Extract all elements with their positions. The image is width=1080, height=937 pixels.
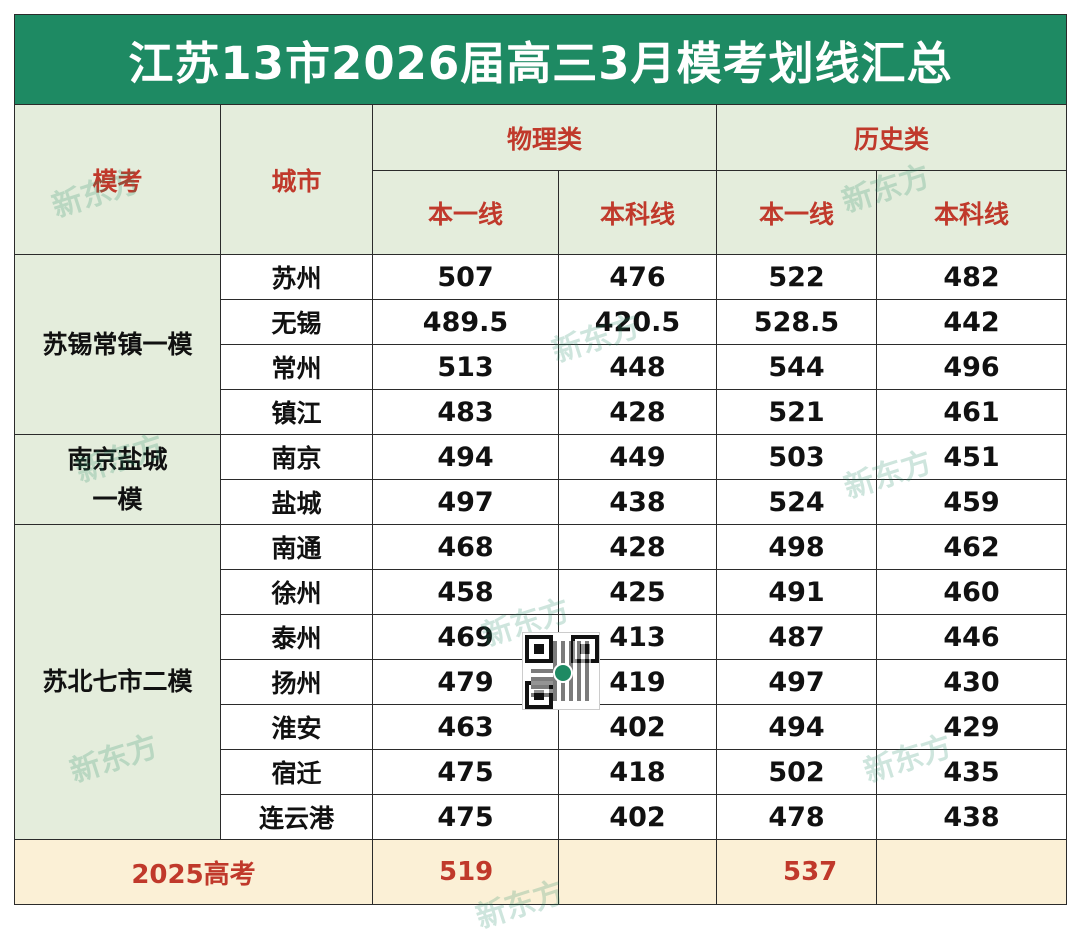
score-cell: 494: [372, 434, 559, 480]
score-cell: 503: [716, 434, 877, 480]
score-cell: 483: [372, 389, 559, 435]
table-row: 宿迁 475 418 502 435: [15, 749, 1067, 795]
page-title: 江苏13市2026届高三3月模考划线汇总: [14, 14, 1067, 105]
table-row: 南京盐城 一模 南京 494 449 503 451: [14, 434, 1067, 525]
score-cell: 487: [716, 614, 877, 660]
score-cell: 425: [558, 569, 717, 615]
table-row: 苏北七市二模 南通 468 428 498 462: [14, 524, 1067, 840]
score-cell: 494: [716, 704, 877, 750]
footer-history-undergrad: [876, 839, 1067, 905]
header-physics-tier1: 本一线: [372, 170, 559, 255]
score-cell: 497: [716, 659, 877, 705]
header-city: 城市: [220, 104, 373, 255]
city-cell: 南京: [220, 434, 373, 480]
header-exam: 模考: [14, 104, 221, 255]
score-cell: 460: [876, 569, 1067, 615]
score-cell: 428: [558, 524, 717, 570]
score-cell: 458: [372, 569, 559, 615]
score-cell: 402: [558, 794, 717, 840]
footer-row: 2025高考 519 537: [14, 839, 1067, 905]
score-cell: 463: [372, 704, 559, 750]
score-cell: 475: [372, 794, 559, 840]
score-cell: 489.5: [372, 299, 559, 345]
table-row: 常州 513 448 544 496: [15, 344, 1067, 390]
exam-group-name: 南京盐城 一模: [14, 434, 221, 525]
score-cell: 451: [876, 434, 1067, 480]
city-cell: 盐城: [220, 479, 373, 525]
city-cell: 无锡: [220, 299, 373, 345]
table-row: 徐州 458 425 491 460: [15, 569, 1067, 615]
score-cell: 528.5: [716, 299, 877, 345]
table-row: 苏锡常镇一模 苏州 507 476 522 482: [14, 254, 1067, 435]
score-cell: 507: [372, 254, 559, 300]
score-cell: 475: [372, 749, 559, 795]
city-cell: 扬州: [220, 659, 373, 705]
header-history-undergrad: 本科线: [876, 170, 1067, 255]
city-cell: 苏州: [220, 254, 373, 300]
score-cell: 438: [558, 479, 717, 525]
city-cell: 宿迁: [220, 749, 373, 795]
header-physics: 物理类: [372, 104, 717, 171]
score-cell: 438: [876, 794, 1067, 840]
score-cell: 496: [876, 344, 1067, 390]
score-cell: 513: [372, 344, 559, 390]
score-cell: 402: [558, 704, 717, 750]
score-cell: 498: [716, 524, 877, 570]
score-cell: 468: [372, 524, 559, 570]
score-cell: 521: [716, 389, 877, 435]
score-cell: 442: [876, 299, 1067, 345]
score-cell: 478: [716, 794, 877, 840]
footer-history-tier1: 537: [716, 839, 877, 905]
score-cell: 418: [558, 749, 717, 795]
score-cell: 420.5: [558, 299, 717, 345]
score-cell: 522: [716, 254, 877, 300]
qr-logo-icon: [553, 663, 573, 683]
city-cell: 镇江: [220, 389, 373, 435]
score-cell: 476: [558, 254, 717, 300]
exam-group-name: 苏北七市二模: [14, 524, 221, 840]
score-cell: 429: [876, 704, 1067, 750]
table-row: 连云港 475 402 478 438: [15, 794, 1067, 840]
score-cell: 449: [558, 434, 717, 480]
table-row: 盐城 497 438 524 459: [15, 479, 1067, 525]
score-cell: 502: [716, 749, 877, 795]
header-physics-undergrad: 本科线: [558, 170, 717, 255]
score-cell: 459: [876, 479, 1067, 525]
score-table-sheet: 江苏13市2026届高三3月模考划线汇总 模考 城市 物理类 历史类 本一线 本…: [14, 14, 1067, 936]
city-cell: 泰州: [220, 614, 373, 660]
score-cell: 482: [876, 254, 1067, 300]
table-row: 无锡 489.5 420.5 528.5 442: [15, 299, 1067, 345]
footer-physics-undergrad: [558, 839, 717, 905]
city-cell: 南通: [220, 524, 373, 570]
exam-group-name: 苏锡常镇一模: [14, 254, 221, 435]
score-table: 江苏13市2026届高三3月模考划线汇总 模考 城市 物理类 历史类 本一线 本…: [14, 14, 1067, 905]
score-cell: 461: [876, 389, 1067, 435]
city-cell: 徐州: [220, 569, 373, 615]
score-cell: 428: [558, 389, 717, 435]
score-cell: 497: [372, 479, 559, 525]
footer-physics-tier1: 519: [372, 839, 559, 905]
score-cell: 430: [876, 659, 1067, 705]
score-cell: 524: [716, 479, 877, 525]
score-cell: 462: [876, 524, 1067, 570]
score-cell: 491: [716, 569, 877, 615]
header-history-tier1: 本一线: [716, 170, 877, 255]
score-cell: 446: [876, 614, 1067, 660]
header-history: 历史类: [716, 104, 1067, 171]
footer-label: 2025高考: [14, 839, 373, 905]
city-cell: 连云港: [220, 794, 373, 840]
city-cell: 常州: [220, 344, 373, 390]
score-cell: 435: [876, 749, 1067, 795]
score-cell: 544: [716, 344, 877, 390]
qr-code: [522, 632, 600, 710]
city-cell: 淮安: [220, 704, 373, 750]
score-cell: 448: [558, 344, 717, 390]
